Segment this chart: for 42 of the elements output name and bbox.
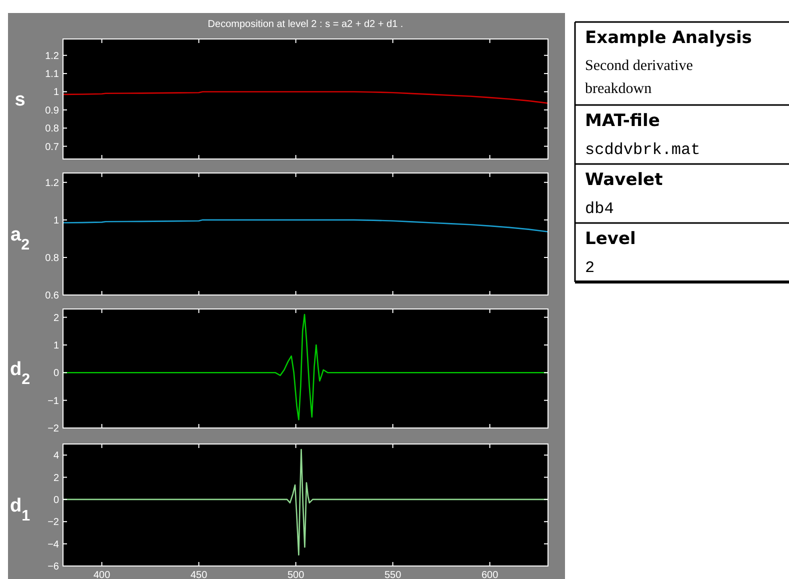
text: Level bbox=[585, 229, 636, 249]
y-tick-label: 0.8 bbox=[45, 252, 60, 264]
y-axis-title: s bbox=[14, 90, 26, 111]
line-series bbox=[62, 314, 549, 420]
y-tick-label: 0.6 bbox=[45, 290, 60, 302]
y-tick-label: 2 bbox=[53, 472, 60, 484]
y-tick-label: −6 bbox=[48, 562, 60, 572]
y-tick-label: 2 bbox=[53, 312, 60, 324]
y-tick-label: 1.1 bbox=[45, 69, 60, 80]
y-tick-label: 1.2 bbox=[45, 178, 60, 189]
text: Example Analysis bbox=[585, 28, 752, 48]
y-tick-label: −4 bbox=[48, 539, 60, 550]
y-axis-title: d$_{2}$ bbox=[10, 359, 30, 388]
x-tick-label: 400 bbox=[93, 570, 111, 579]
y-tick-label: −1 bbox=[48, 396, 60, 407]
y-tick-label: 0 bbox=[53, 494, 60, 506]
y-tick-label: 1.2 bbox=[45, 50, 60, 62]
x-tick-label: 500 bbox=[287, 570, 305, 579]
y-tick-label: 0 bbox=[53, 368, 60, 380]
x-tick-label: 450 bbox=[190, 570, 208, 579]
y-axis-title: a$_{2}$ bbox=[10, 224, 30, 254]
y-tick-label: 0.9 bbox=[45, 105, 60, 116]
y-tick-label: 1 bbox=[53, 340, 60, 352]
x-tick-label: 550 bbox=[384, 570, 402, 579]
y-tick-label: 4 bbox=[53, 450, 60, 462]
text: db4 bbox=[585, 200, 614, 218]
y-tick-label: −2 bbox=[48, 517, 60, 528]
text: MAT-file bbox=[585, 111, 660, 131]
y-tick-label: 0.8 bbox=[45, 124, 60, 135]
text: Wavelet bbox=[585, 170, 663, 190]
y-tick-label: 0.7 bbox=[45, 142, 60, 153]
y-tick-label: −2 bbox=[48, 424, 60, 434]
text: Second derivative breakdown bbox=[585, 58, 694, 97]
y-tick-label: 1 bbox=[53, 215, 60, 226]
text: 2 bbox=[585, 259, 595, 277]
y-tick-label: 1 bbox=[53, 87, 60, 98]
y-axis-title: d$_{1}$ bbox=[10, 496, 31, 524]
line-series bbox=[62, 219, 549, 232]
x-tick-label: 600 bbox=[481, 570, 499, 579]
text: scddvbrk.mat bbox=[585, 141, 700, 159]
line-series bbox=[62, 91, 549, 104]
chart-title: Decomposition at level 2 : s = a2 + d2 + d1 . bbox=[208, 19, 404, 30]
